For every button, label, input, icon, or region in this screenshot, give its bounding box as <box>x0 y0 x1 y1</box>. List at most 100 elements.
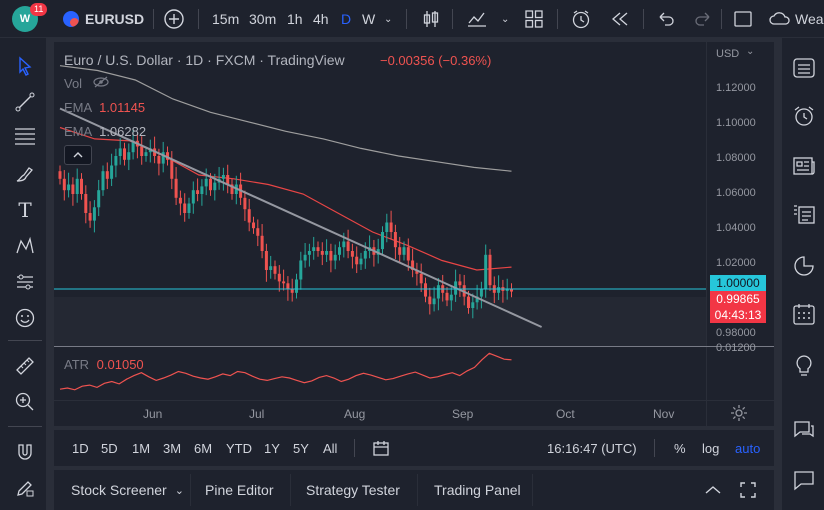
atr-label: ATR <box>64 357 90 372</box>
chart-settings-icon[interactable] <box>730 404 748 427</box>
last-price-tag[interactable]: 0.99865 04:43:13 <box>710 291 766 323</box>
tab-strategy-tester[interactable]: Strategy Tester <box>306 482 400 498</box>
calendar-icon[interactable] <box>790 300 818 328</box>
atr-legend[interactable]: ATR 0.01050 <box>64 357 144 372</box>
chevron-down-icon[interactable]: ⌄ <box>174 484 184 497</box>
redo-icon[interactable] <box>693 0 713 38</box>
range-1y[interactable]: 1Y <box>264 440 280 456</box>
eye-hidden-icon[interactable] <box>92 76 110 91</box>
utc-clock[interactable]: 16:16:47 (UTC) <box>547 440 637 456</box>
text-tool-icon[interactable]: T <box>18 198 32 222</box>
collapse-legend-button[interactable] <box>64 145 92 165</box>
auto-scale-toggle[interactable]: auto <box>735 440 761 456</box>
candle <box>342 241 346 248</box>
go-to-date-icon[interactable] <box>372 430 390 466</box>
brush-icon[interactable] <box>11 160 39 188</box>
interval-d[interactable]: D <box>341 11 352 27</box>
candle <box>307 251 311 255</box>
percent-scale-toggle[interactable]: % <box>674 440 686 456</box>
candle <box>295 279 298 293</box>
weather-widget[interactable]: Wea <box>768 0 824 38</box>
tab-stock-screener[interactable]: Stock Screener ⌄ <box>71 470 184 510</box>
candle <box>277 273 281 282</box>
price-tick: 1.04000 <box>716 222 756 234</box>
range-1d[interactable]: 1D <box>72 440 89 456</box>
candle <box>161 152 165 164</box>
pattern-icon[interactable] <box>11 232 39 260</box>
range-6m[interactable]: 6M <box>194 440 213 456</box>
prediction-icon[interactable] <box>11 268 39 296</box>
indicators-dropdown-icon[interactable]: ⌄ <box>501 13 510 25</box>
interval-30m[interactable]: 30m <box>249 11 277 27</box>
undo-icon[interactable] <box>656 0 676 38</box>
candle <box>303 254 307 261</box>
candle <box>127 152 131 160</box>
time-tick: Jul <box>249 407 265 421</box>
candle <box>114 156 118 166</box>
bottom-panel-tabs: Stock Screener ⌄ Pine Editor Strategy Te… <box>54 470 774 510</box>
layout-grid-icon[interactable] <box>524 0 544 38</box>
currency-label[interactable]: USD <box>716 48 740 60</box>
pencil-lock-icon[interactable] <box>11 474 39 502</box>
ideas-lightbulb-icon[interactable] <box>790 352 818 380</box>
replay-icon[interactable] <box>609 0 631 38</box>
symbol-search[interactable]: EURUSD <box>63 0 144 38</box>
interval-w[interactable]: W <box>362 11 376 27</box>
tab-trading-panel[interactable]: Trading Panel <box>434 482 521 498</box>
candle <box>389 222 393 232</box>
interval-1h[interactable]: 1h <box>287 11 303 27</box>
tab-pine-editor[interactable]: Pine Editor <box>205 482 274 498</box>
candle <box>484 254 488 289</box>
ema-fast-value: 1.01145 <box>99 100 146 115</box>
candle <box>359 258 363 265</box>
log-scale-toggle[interactable]: log <box>702 440 720 456</box>
range-all[interactable]: All <box>323 440 338 456</box>
interval-15m[interactable]: 15m <box>212 11 240 27</box>
candle <box>402 247 406 255</box>
alarm-clock-icon[interactable] <box>790 102 818 130</box>
candle <box>488 254 492 286</box>
range-1m[interactable]: 1M <box>132 440 151 456</box>
currency-dropdown-icon[interactable]: ⌄ <box>746 46 755 57</box>
fullscreen-box-icon[interactable] <box>733 0 753 38</box>
expand-panel-icon[interactable] <box>704 470 722 510</box>
alert-clock-icon[interactable] <box>570 0 592 38</box>
ema-slow-legend[interactable]: EMA 1.06282 <box>64 124 146 139</box>
volume-legend[interactable]: Vol <box>64 76 110 91</box>
news-icon[interactable] <box>790 152 818 180</box>
hotlist-icon[interactable] <box>790 252 818 280</box>
interval-4h[interactable]: 4h <box>313 11 329 27</box>
user-menu[interactable]: W 11 <box>12 0 48 38</box>
interval-dropdown-icon[interactable]: ⌄ <box>384 13 393 25</box>
candle <box>80 178 83 194</box>
ruler-icon[interactable] <box>11 352 39 380</box>
range-5d[interactable]: 5D <box>101 440 118 456</box>
candles-chart-type-icon[interactable] <box>420 0 442 38</box>
emoji-icon[interactable] <box>11 304 39 332</box>
candle <box>92 207 96 221</box>
range-3m[interactable]: 3M <box>163 440 182 456</box>
fib-retracement-icon[interactable] <box>11 122 39 150</box>
ema-fast-legend[interactable]: EMA 1.01145 <box>64 100 145 115</box>
candle <box>252 222 255 229</box>
cursor-icon[interactable] <box>11 52 39 80</box>
watchlist-icon[interactable] <box>790 54 818 82</box>
range-5y[interactable]: 5Y <box>293 440 309 456</box>
magnet-icon[interactable] <box>11 438 39 466</box>
trend-line-icon[interactable] <box>11 88 39 116</box>
candle <box>355 256 359 265</box>
zoom-in-icon[interactable] <box>11 388 39 416</box>
candle <box>58 171 62 179</box>
candle <box>67 184 71 191</box>
indicators-icon[interactable] <box>465 0 489 38</box>
compare-add-icon[interactable] <box>163 0 185 38</box>
price-chart[interactable] <box>54 42 774 426</box>
chats-icon[interactable] <box>790 416 818 444</box>
data-window-icon[interactable] <box>790 200 818 228</box>
candle <box>178 197 182 204</box>
chart-pane[interactable]: Euro / U.S. Dollar · 1D · FXCM · Trading… <box>54 42 774 426</box>
help-chat-icon[interactable] <box>790 466 818 494</box>
maximize-panel-icon[interactable] <box>739 470 757 510</box>
level-price-tag[interactable]: 1.00000 <box>710 275 766 291</box>
range-ytd[interactable]: YTD <box>226 440 252 456</box>
